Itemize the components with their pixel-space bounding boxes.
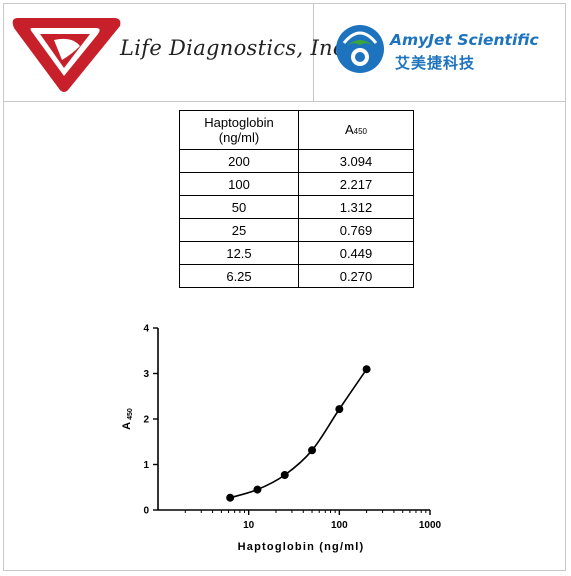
x-axis-title: Haptoglobin (ng/ml) [238,541,365,553]
data-point [226,493,235,502]
standard-curve-table: Haptoglobin (ng/ml) A450 200 3.094 100 2… [179,110,414,288]
table-row: 12.5 0.449 [179,241,414,265]
life-diagnostics-logo-icon [12,18,121,92]
table-cell-concentration: 100 [179,172,299,196]
y-tick-label: 2 [143,415,149,426]
data-point [308,446,317,455]
table-header-absorbance: A450 [298,110,414,150]
table-header-absorbance-main: A [344,121,354,137]
table-cell-absorbance: 1.312 [298,195,414,219]
y-tick-label: 0 [143,506,149,517]
page-frame [3,3,566,571]
data-point [280,471,289,480]
x-tick-label: 10 [243,520,255,531]
table-cell-concentration: 50 [179,195,299,219]
logo-divider [313,3,314,101]
table-cell-concentration: 200 [179,149,299,173]
table-header-absorbance-sub: 450 [353,126,368,136]
table-cell-concentration: 25 [179,218,299,242]
data-point [362,365,371,374]
x-tick-label: 100 [331,520,348,531]
y-axis-title: A450 [121,408,134,430]
amyjet-logo-icon [336,25,384,73]
y-tick-label: 3 [143,369,149,380]
table-header-row: Haptoglobin (ng/ml) A450 [179,110,414,150]
table-row: 50 1.312 [179,195,414,219]
header-divider [3,101,566,102]
y-tick-label: 4 [143,324,149,335]
table-cell-absorbance: 0.449 [298,241,414,265]
table-row: 100 2.217 [179,172,414,196]
table-row: 25 0.769 [179,218,414,242]
table-header-concentration-line1: Haptoglobin [204,115,274,130]
life-diagnostics-name: Life Diagnostics, Inc. [120,36,352,60]
table-cell-absorbance: 3.094 [298,149,414,173]
table-header-concentration-line2: (ng/ml) [218,130,260,145]
table-cell-concentration: 12.5 [179,241,299,265]
data-point [335,405,344,414]
table-cell-absorbance: 0.270 [298,264,414,288]
table-row: 6.25 0.270 [179,264,414,288]
table-header-concentration: Haptoglobin (ng/ml) [179,110,299,150]
table-cell-concentration: 6.25 [179,264,299,288]
x-tick-label: 1000 [419,520,442,531]
standard-curve-chart: 0 1 2 3 4 10 100 1000 Haptoglobin (ng/ml) A450 [121,324,442,554]
amyjet-name: AmyJet Scientific [390,31,539,49]
y-tick-label: 1 [143,460,149,471]
amyjet-chinese-name: 艾美捷科技 [395,55,476,72]
table-cell-absorbance: 2.217 [298,172,414,196]
table-cell-absorbance: 0.769 [298,218,414,242]
series-curve-line [229,368,368,499]
table-row: 200 3.094 [179,149,414,173]
data-point [253,485,262,494]
